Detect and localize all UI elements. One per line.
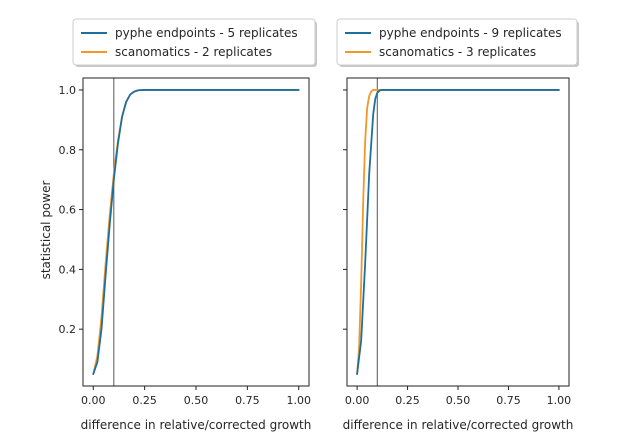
series-line-1	[92, 89, 300, 375]
y-tick-label: 0.2	[59, 323, 77, 336]
x-tick-label: 0.50	[184, 394, 209, 407]
legend-box	[72, 18, 316, 66]
x-tick-label: 0.25	[395, 394, 420, 407]
x-tick-label: 0.75	[496, 394, 521, 407]
x-axis-label: difference in relative/corrected growth	[343, 418, 574, 432]
legend-label-1: scanomatics - 2 replicates	[115, 45, 272, 59]
y-tick-label: 0.8	[59, 144, 77, 157]
chart-panel-1: 0.00 0.25 0.50 0.75 1.00 difference in relati…	[336, 18, 579, 432]
x-tick-label: 0.50	[446, 394, 471, 407]
y-tick-label: 0.6	[59, 204, 77, 217]
series-line-0	[92, 89, 300, 375]
y-axis-label: statistical power	[39, 181, 53, 280]
y-tick-label: 1.0	[59, 84, 77, 97]
series-line-1	[356, 89, 560, 375]
x-tick-label: 0.75	[235, 394, 260, 407]
x-tick-label: 1.00	[286, 394, 311, 407]
y-tick-label: 0.4	[59, 263, 77, 276]
plot-frame	[82, 77, 310, 387]
legend-label-1: scanomatics - 3 replicates	[379, 45, 536, 59]
x-tick-label: 0.00	[81, 394, 106, 407]
x-tick-label: 0.25	[132, 394, 157, 407]
legend-box	[336, 18, 578, 66]
legend-label-0: pyphe endpoints - 5 replicates	[115, 26, 298, 40]
series-line-0	[356, 89, 560, 375]
x-axis-label: difference in relative/corrected growth	[81, 418, 312, 432]
x-tick-label: 1.00	[547, 394, 572, 407]
chart-panel-0: 0.00 0.25 0.50 0.75 1.00 0.2 0.4 0.6 0.8 1.0 diffe…	[59, 18, 317, 432]
legend-label-0: pyphe endpoints - 9 replicates	[379, 26, 562, 40]
x-tick-label: 0.00	[345, 394, 370, 407]
plot-frame	[346, 77, 570, 387]
